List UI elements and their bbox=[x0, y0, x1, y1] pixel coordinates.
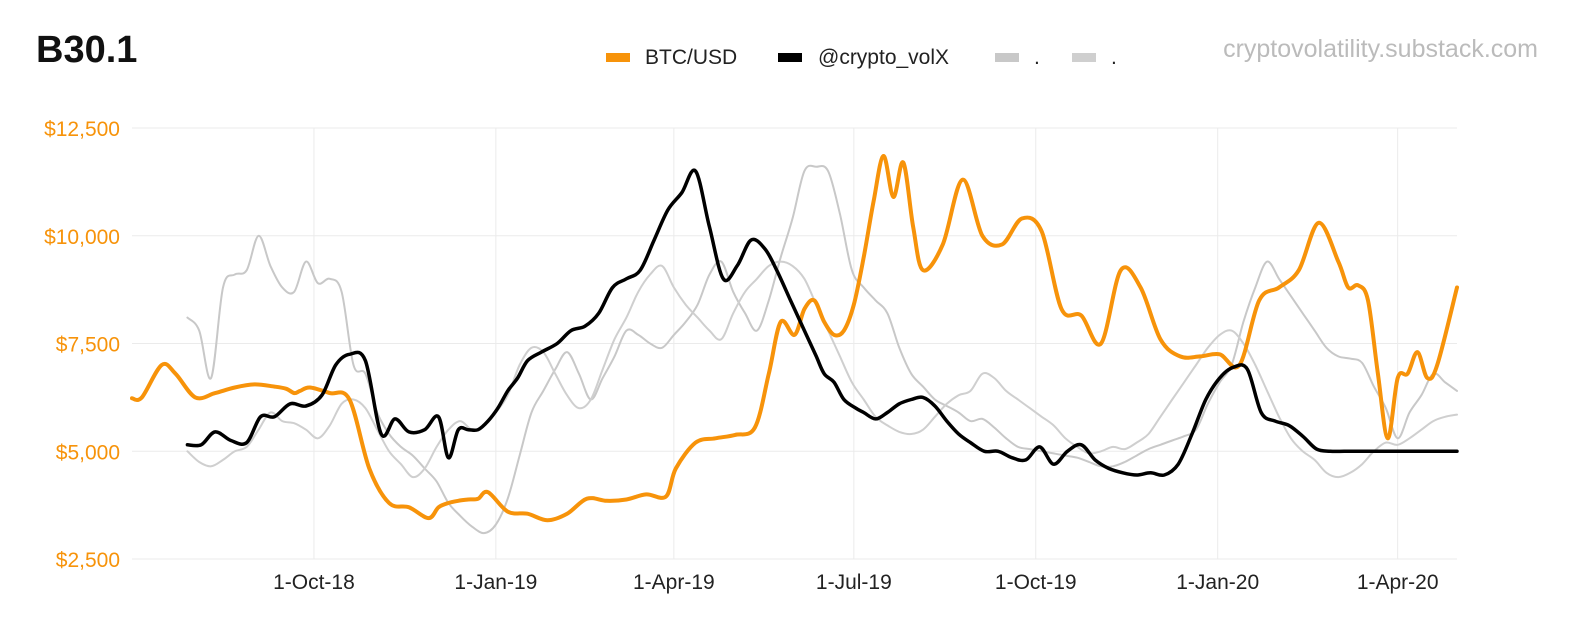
legend-swatch-crypto-volx bbox=[778, 53, 802, 62]
x-tick-label: 1-Jan-20 bbox=[1176, 571, 1259, 594]
x-tick-label: 1-Oct-18 bbox=[273, 571, 355, 594]
y-tick-label: $12,500 bbox=[44, 118, 120, 141]
x-tick-label: 1-Jan-19 bbox=[454, 571, 537, 594]
source-label: cryptovolatility.substack.com bbox=[1223, 35, 1538, 63]
y-tick-label: $10,000 bbox=[44, 226, 120, 249]
legend: BTC/USD @crypto_volX . . bbox=[606, 46, 1117, 69]
x-tick-label: 1-Apr-20 bbox=[1357, 571, 1439, 594]
legend-swatch-gray-2 bbox=[1072, 53, 1096, 62]
y-tick-label: $2,500 bbox=[56, 549, 120, 572]
legend-item-gray-1[interactable]: . bbox=[995, 46, 1040, 69]
x-tick-label: 1-Apr-19 bbox=[633, 571, 715, 594]
legend-item-crypto-volx[interactable]: @crypto_volX bbox=[778, 46, 949, 69]
legend-label-btc-usd: BTC/USD bbox=[645, 46, 737, 69]
x-tick-label: 1-Jul-19 bbox=[816, 571, 892, 594]
legend-item-btc-usd[interactable]: BTC/USD bbox=[606, 46, 737, 69]
legend-item-gray-2[interactable]: . bbox=[1072, 46, 1117, 69]
y-axis-ticks: $2,500 $5,000 $7,500 $10,000 $12,500 bbox=[44, 118, 120, 572]
gridlines bbox=[132, 127, 1457, 560]
y-tick-label: $7,500 bbox=[56, 334, 120, 357]
series-line-gray-1 bbox=[186, 164, 1458, 535]
legend-label-gray-2: . bbox=[1111, 46, 1117, 69]
x-axis-ticks: 1-Oct-18 1-Jan-19 1-Apr-19 1-Jul-19 1-Oct-19… bbox=[273, 571, 1438, 594]
y-tick-label: $5,000 bbox=[56, 441, 120, 464]
series-line-crypto-volx bbox=[185, 168, 1459, 478]
legend-label-gray-1: . bbox=[1034, 46, 1040, 69]
series-line-btc-usd bbox=[130, 153, 1459, 523]
legend-swatch-gray-1 bbox=[995, 53, 1019, 62]
series-lines bbox=[130, 153, 1459, 535]
legend-label-crypto-volx: @crypto_volX bbox=[818, 46, 949, 69]
chart-title: B30.1 bbox=[36, 29, 137, 71]
x-tick-label: 1-Oct-19 bbox=[995, 571, 1077, 594]
legend-swatch-btc-usd bbox=[606, 53, 630, 62]
